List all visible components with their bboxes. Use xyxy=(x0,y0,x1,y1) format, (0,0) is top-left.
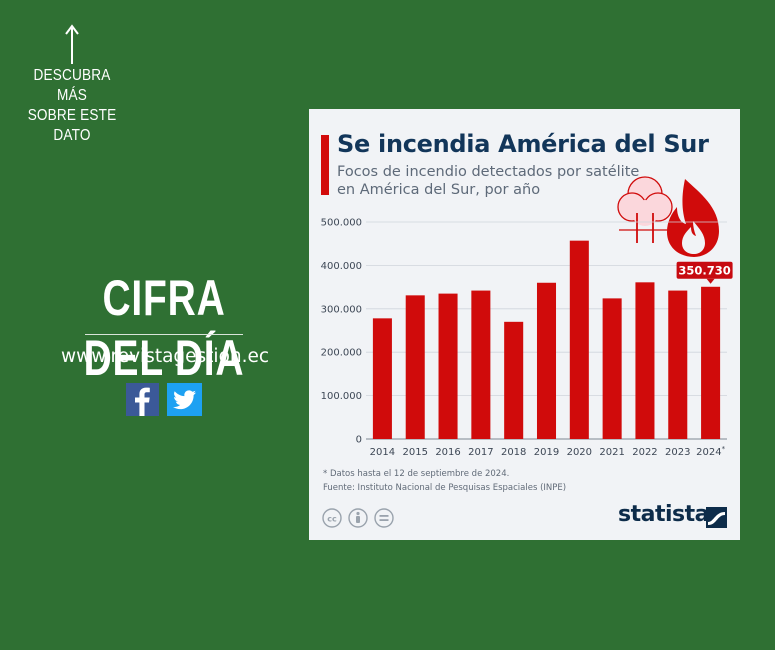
x-tick-label: 2018 xyxy=(501,447,526,458)
bar-chart: 0 100.000 200.000 300.000 400.000 500.000 201… xyxy=(321,176,733,458)
footnote: * Datos hasta el 12 de septiembre de 202… xyxy=(323,469,510,479)
x-tick-label: 2022 xyxy=(632,447,657,458)
title-accent-bar xyxy=(321,135,329,195)
x-tick-label: 2024* xyxy=(696,445,725,458)
bar xyxy=(471,290,491,439)
bars xyxy=(372,240,721,439)
y-tick-label: 500.000 xyxy=(321,218,362,229)
twitter-icon[interactable] xyxy=(167,383,202,416)
x-tick-label: 2015 xyxy=(403,447,428,458)
y-tick-label: 400.000 xyxy=(321,261,362,272)
chart-title: Se incendia América del Sur xyxy=(337,130,709,158)
callout-label: 350.730 xyxy=(678,263,730,277)
bar xyxy=(602,298,622,439)
bar xyxy=(635,282,655,439)
no-derivatives-icon xyxy=(374,508,394,528)
infographic-card: Se incendia América del Sur Focos de inc… xyxy=(309,109,740,540)
attribution-icon xyxy=(348,508,368,528)
statista-logo-icon xyxy=(706,507,727,528)
divider xyxy=(85,334,243,335)
facebook-icon[interactable] xyxy=(126,383,159,416)
bar xyxy=(504,321,524,439)
callout-box xyxy=(676,261,733,279)
y-tick-label: 100.000 xyxy=(321,391,362,402)
y-tick-label: 0 xyxy=(356,435,362,446)
cta-line: DATO xyxy=(53,127,91,144)
y-axis-labels: 0 100.000 200.000 300.000 400.000 500.000 xyxy=(321,218,362,446)
learn-more-link[interactable]: DESCUBRA MÁS SOBRE ESTE DATO xyxy=(23,66,122,146)
source: Fuente: Instituto Nacional de Pesquisas … xyxy=(323,483,567,493)
license-icons[interactable]: cc xyxy=(321,507,399,529)
bar xyxy=(372,318,392,439)
y-tick-label: 300.000 xyxy=(321,304,362,315)
x-tick-label: 2020 xyxy=(567,447,592,458)
website-link[interactable]: www.revistagestion.ec xyxy=(60,346,270,367)
x-tick-label: 2014 xyxy=(370,447,395,458)
forest-fire-icon xyxy=(617,176,719,257)
chart-subtitle: Focos de incendio detectados por satélit… xyxy=(337,163,657,199)
callout-pointer xyxy=(706,278,715,284)
headline: CIFRA DEL DÍA xyxy=(83,270,245,386)
x-tick-label: 2017 xyxy=(468,447,493,458)
statista-logo[interactable]: statista xyxy=(618,502,709,527)
cta-line: SOBRE ESTE xyxy=(27,107,117,124)
x-tick-label: 2016 xyxy=(435,447,460,458)
highlight-callout: 350.730 xyxy=(676,261,733,284)
bar xyxy=(536,282,557,439)
up-arrow-icon xyxy=(65,24,79,64)
bar xyxy=(569,240,589,439)
bar xyxy=(438,293,458,439)
x-axis-labels: 2014 2015 2016 2017 2018 2019 2020 2021 2022 2023… xyxy=(370,445,726,458)
x-tick-label: 2019 xyxy=(534,447,559,458)
svg-text:cc: cc xyxy=(327,515,337,524)
bar xyxy=(668,290,688,439)
bar xyxy=(701,286,721,439)
subtitle-line: Focos de incendio detectados por satélit… xyxy=(337,164,640,180)
x-tick-label: 2023 xyxy=(665,447,690,458)
y-tick-label: 200.000 xyxy=(321,348,362,359)
cta-line: DESCUBRA MÁS xyxy=(33,67,111,104)
cc-icon: cc xyxy=(322,508,342,528)
subtitle-line: en América del Sur, por año xyxy=(337,182,541,198)
x-tick-label: 2021 xyxy=(599,447,624,458)
bar xyxy=(405,295,425,439)
